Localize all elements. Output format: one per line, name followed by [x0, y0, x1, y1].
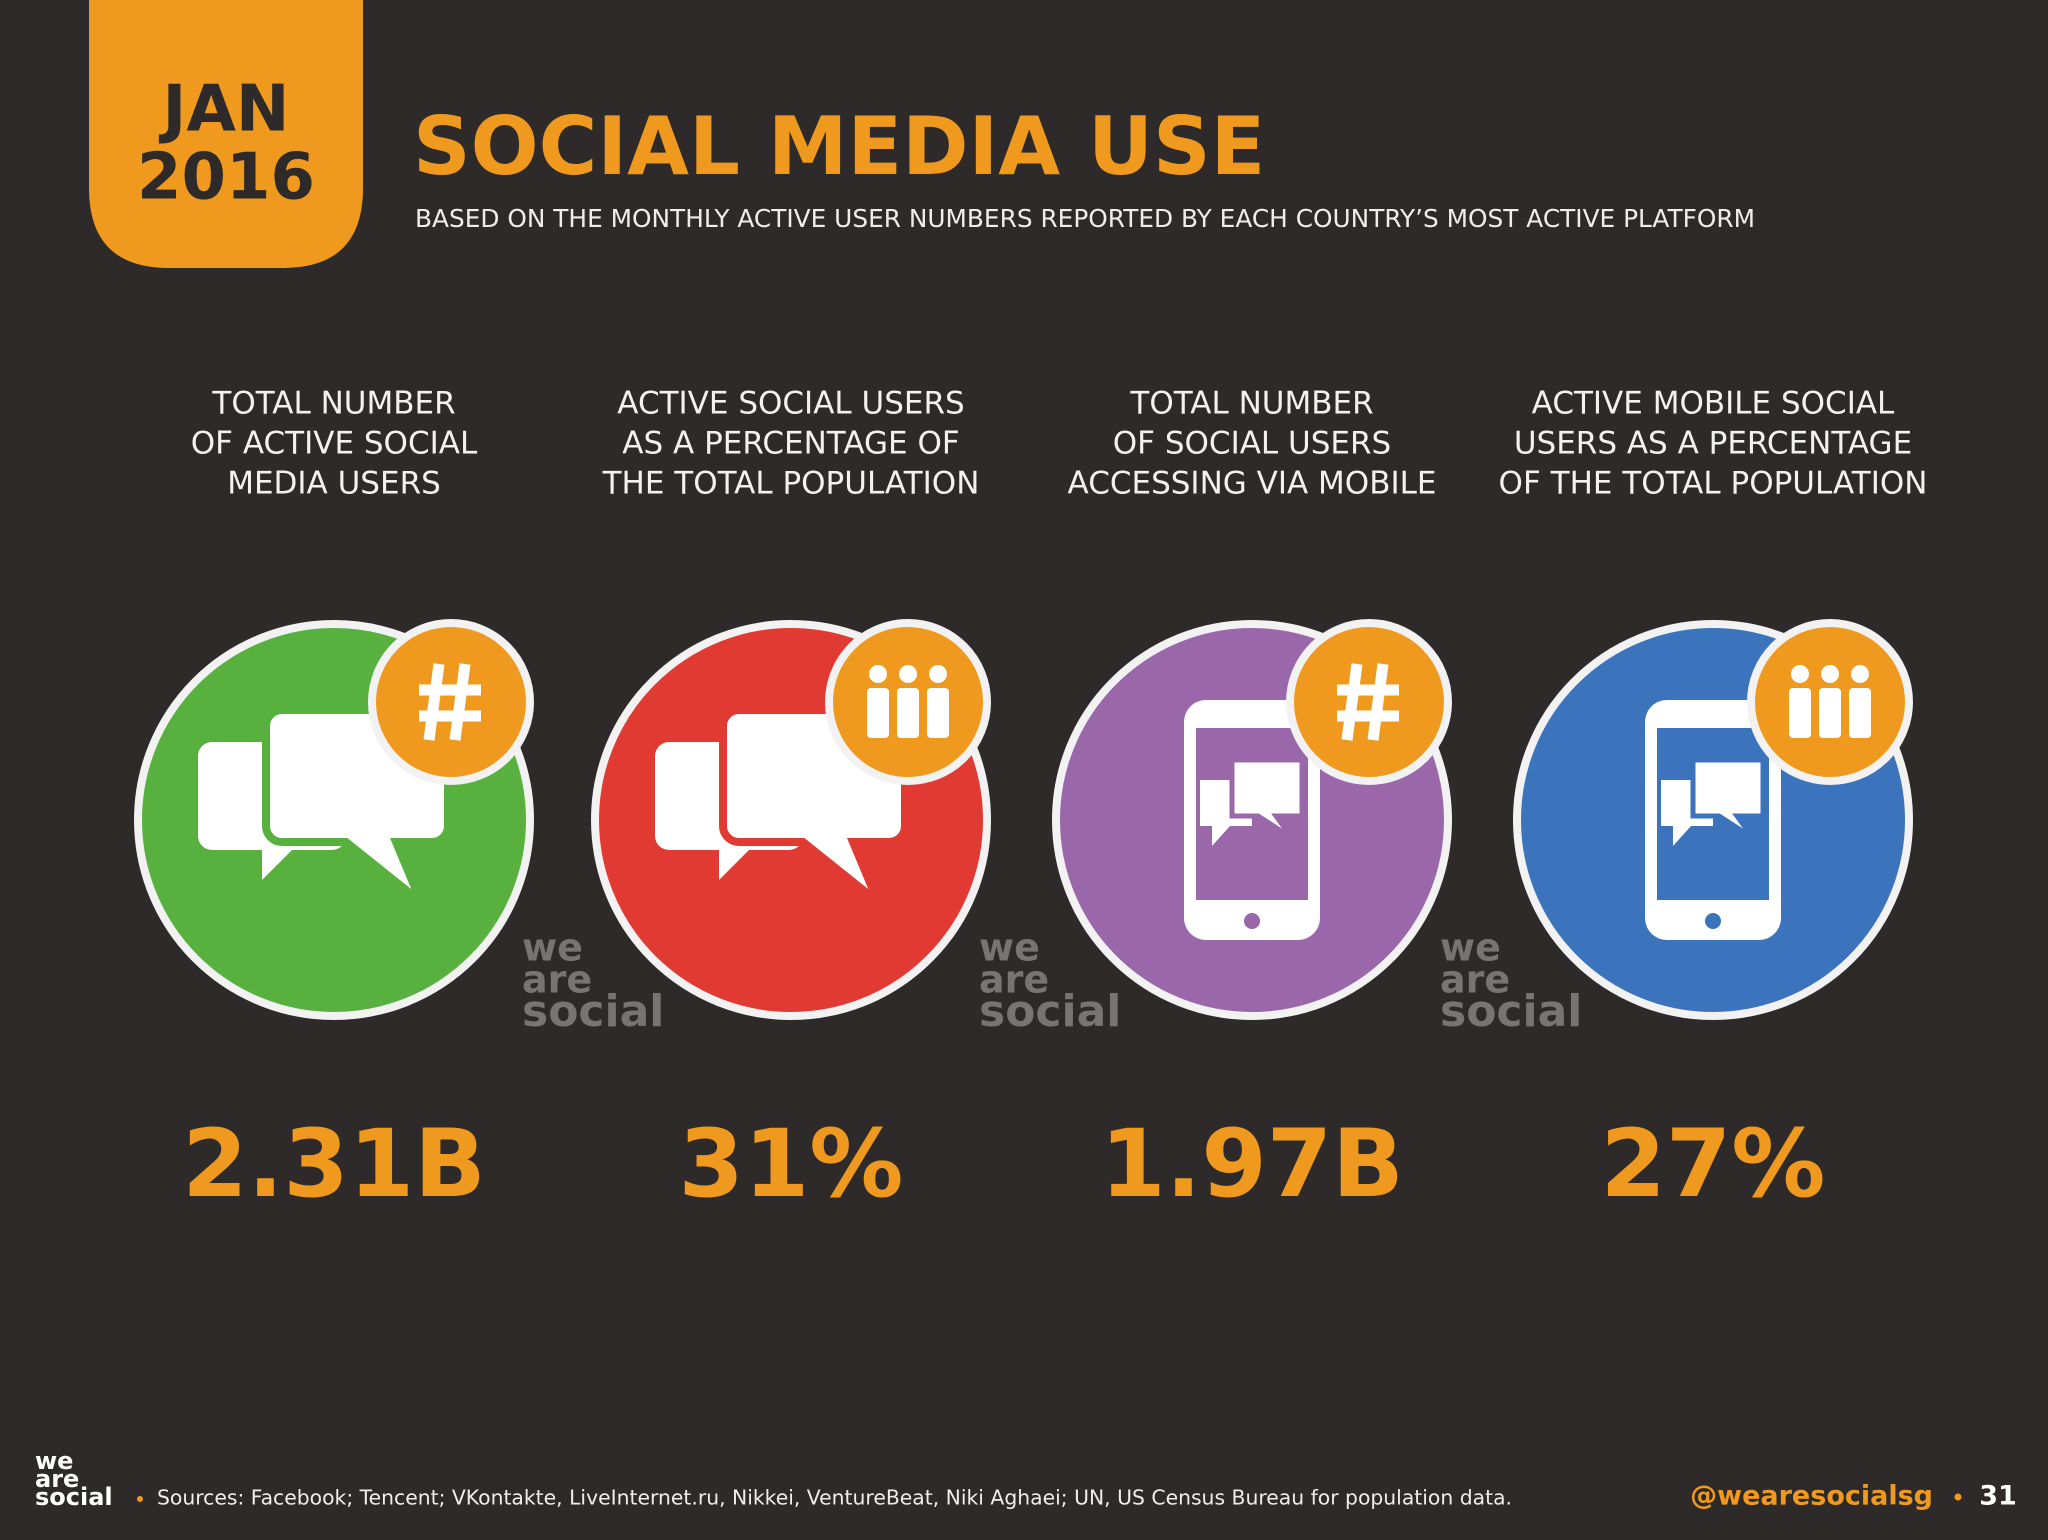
- watermark: social: [522, 986, 664, 1037]
- stat-label: OF THE TOTAL POPULATION: [1499, 466, 1928, 502]
- stat-label: AS A PERCENTAGE OF: [622, 426, 959, 462]
- stat-value: 2.31B: [182, 1110, 486, 1219]
- stat-label: MEDIA USERS: [227, 466, 441, 502]
- watermark: social: [979, 986, 1121, 1037]
- stat-label: OF ACTIVE SOCIAL: [191, 426, 478, 462]
- people-icon: [899, 665, 917, 683]
- watermark: we: [522, 926, 583, 970]
- hash-icon: [423, 663, 445, 741]
- stat-label: THE TOTAL POPULATION: [602, 466, 980, 502]
- stat-label: OF SOCIAL USERS: [1113, 426, 1391, 462]
- hash-icon: [1341, 663, 1363, 741]
- handle: @wearesocialsg: [1690, 1481, 1933, 1512]
- stat-value: 1.97B: [1100, 1110, 1404, 1219]
- people-icon: [927, 688, 949, 738]
- hash-icon: [449, 663, 471, 741]
- footer-logo: are: [35, 1465, 79, 1493]
- stat-label: TOTAL NUMBER: [1129, 386, 1373, 422]
- hash-icon: [1367, 663, 1389, 741]
- date-tab: [89, 0, 363, 268]
- stat-label: ACTIVE SOCIAL USERS: [617, 386, 964, 422]
- people-icon: [1821, 665, 1839, 683]
- page-number: 31: [1979, 1481, 2017, 1512]
- date-month: JAN: [159, 73, 290, 147]
- footer-logo: social: [35, 1483, 113, 1511]
- watermark: are: [522, 958, 592, 1002]
- watermark: we: [1440, 926, 1501, 970]
- stat-label: ACCESSING VIA MOBILE: [1068, 466, 1437, 502]
- badge: [368, 619, 534, 785]
- stats: TOTAL NUMBER OF ACTIVE SOCIAL MEDIA USERS w…: [134, 386, 1928, 1219]
- subtitle: BASED ON THE MONTHLY ACTIVE USER NUMBERS…: [415, 204, 1755, 233]
- stat-value: 31%: [679, 1110, 904, 1219]
- people-icon: [1851, 665, 1869, 683]
- people-icon: [929, 665, 947, 683]
- stat-label: USERS AS A PERCENTAGE: [1514, 426, 1912, 462]
- people-icon: [867, 688, 889, 738]
- watermark: social: [1440, 986, 1582, 1037]
- footer-logo: we: [35, 1447, 73, 1475]
- people-icon: [1819, 688, 1841, 738]
- stat-value: 27%: [1601, 1110, 1826, 1219]
- people-icon: [1791, 665, 1809, 683]
- bullet: [137, 1496, 143, 1502]
- people-icon: [869, 665, 887, 683]
- stat-label: ACTIVE MOBILE SOCIAL: [1532, 386, 1895, 422]
- people-icon: [897, 688, 919, 738]
- sources: Sources: Facebook; Tencent; VKontakte, L…: [157, 1486, 1512, 1510]
- bullet: [1954, 1493, 1962, 1501]
- date-year: 2016: [137, 141, 315, 215]
- title: SOCIAL MEDIA USE: [413, 100, 1265, 193]
- people-icon: [1849, 688, 1871, 738]
- phone-button: [1244, 913, 1260, 929]
- phone-bubble: [1229, 757, 1305, 841]
- watermark: are: [979, 958, 1049, 1002]
- phone-bubble: [1690, 757, 1766, 841]
- people-icon: [1789, 688, 1811, 738]
- watermark: we: [979, 926, 1040, 970]
- stat-label: TOTAL NUMBER: [211, 386, 455, 422]
- badge: [1286, 619, 1452, 785]
- phone-button: [1705, 913, 1721, 929]
- watermark: are: [1440, 958, 1510, 1002]
